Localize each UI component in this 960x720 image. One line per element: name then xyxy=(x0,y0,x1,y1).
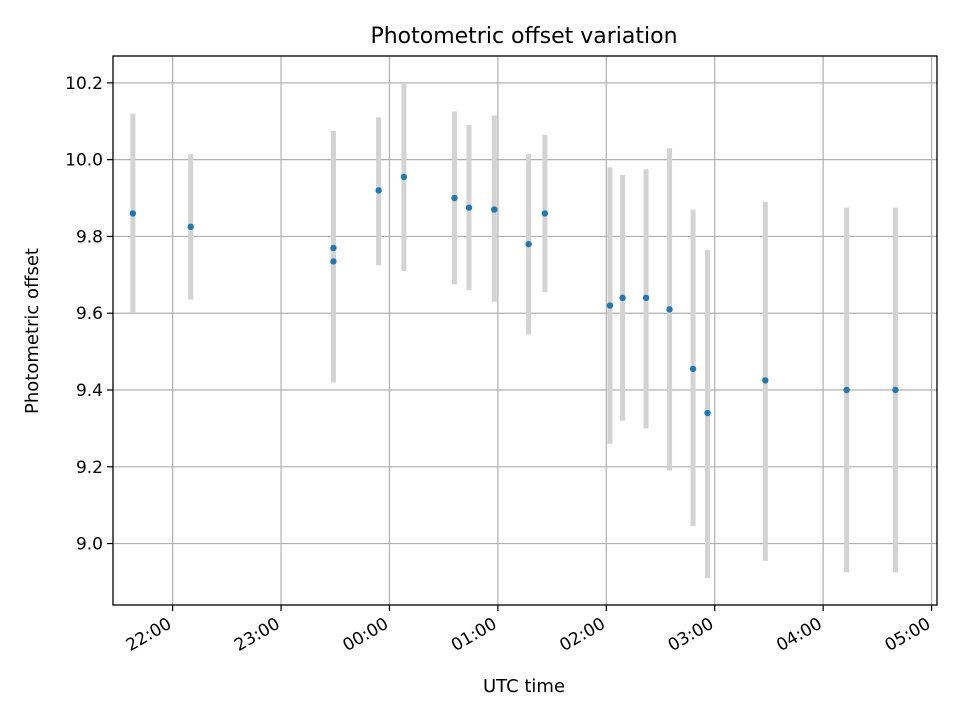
y-tick-label: 10.0 xyxy=(65,151,103,171)
data-point xyxy=(129,210,137,217)
y-tick-label: 9.4 xyxy=(76,381,103,401)
data-points xyxy=(129,173,899,417)
x-axis-label: UTC time xyxy=(483,676,565,697)
data-point xyxy=(689,365,697,373)
plot-area-frame xyxy=(112,55,938,606)
data-point xyxy=(606,302,614,309)
y-tick-label: 9.0 xyxy=(76,535,103,555)
data-point xyxy=(666,306,673,313)
data-point xyxy=(525,240,532,248)
data-point xyxy=(762,377,769,384)
data-point xyxy=(330,244,337,252)
data-point xyxy=(642,294,650,302)
data-point xyxy=(375,187,382,194)
y-tick-label: 10.2 xyxy=(65,74,103,94)
data-point xyxy=(187,223,194,231)
y-tick-label: 9.8 xyxy=(76,227,103,247)
chart-title: Photometric offset variation xyxy=(370,24,677,49)
data-point xyxy=(619,294,626,302)
data-point xyxy=(491,206,498,213)
data-point xyxy=(465,204,473,211)
data-point xyxy=(330,258,337,265)
data-point xyxy=(843,386,850,394)
y-tick-label: 9.2 xyxy=(76,458,103,478)
data-point xyxy=(704,409,711,417)
data-point xyxy=(451,194,458,202)
y-tick-label: 9.6 xyxy=(76,304,103,324)
data-point xyxy=(541,210,549,217)
grid xyxy=(113,56,937,605)
data-point xyxy=(892,386,899,394)
data-point xyxy=(400,173,408,181)
y-axis-label: Photometric offset xyxy=(22,248,43,414)
